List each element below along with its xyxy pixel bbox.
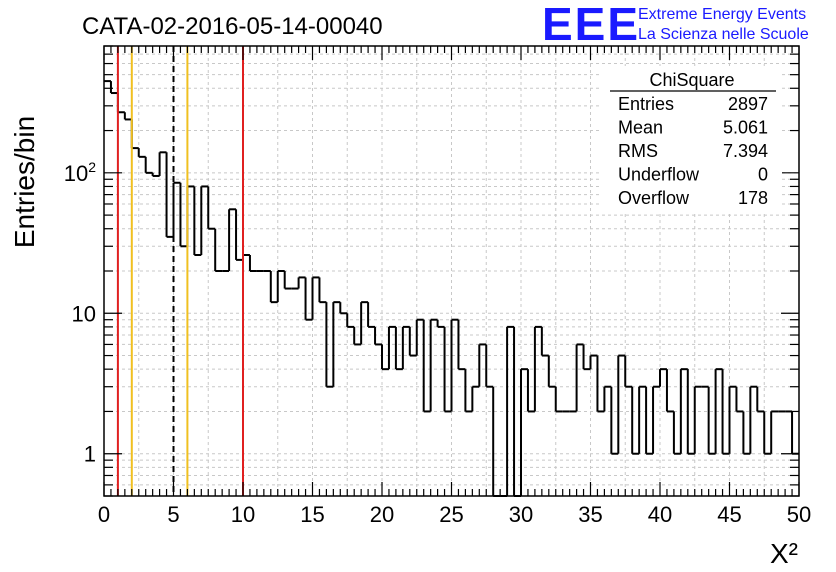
x-tick-label: 35 — [578, 502, 602, 527]
x-tick-label: 20 — [370, 502, 394, 527]
stats-row-value: 5.061 — [723, 118, 768, 138]
stats-row-label: Overflow — [618, 188, 690, 208]
y-tick-label: 102 — [64, 159, 96, 186]
y-axis-title: Entries/bin — [9, 116, 40, 248]
x-tick-label: 15 — [300, 502, 324, 527]
y-tick-labels: 1 10 102 — [64, 159, 96, 467]
stats-row-label: Underflow — [618, 165, 700, 185]
stats-box: ChiSquare Entries 2897 Mean 5.061 RMS 7.394 Un… — [600, 66, 782, 214]
stats-row-value: 2897 — [728, 94, 768, 114]
x-tick-labels: 0 5 10 15 20 25 30 35 40 45 50 — [98, 502, 811, 527]
stats-title: ChiSquare — [649, 70, 734, 90]
stats-rows: Entries 2897 Mean 5.061 RMS 7.394 Underflow 0 Ov… — [618, 94, 768, 208]
stats-row-value: 178 — [738, 188, 768, 208]
x-tick-label: 40 — [648, 502, 672, 527]
grid — [104, 46, 799, 496]
stats-row-label: Entries — [618, 94, 674, 114]
y-tick-label: 10 — [72, 301, 96, 326]
x-tick-label: 5 — [167, 502, 179, 527]
stats-row-value: 0 — [758, 165, 768, 185]
x-tick-label: 0 — [98, 502, 110, 527]
reference-lines — [116, 46, 244, 496]
stats-row-label: RMS — [618, 141, 658, 161]
stats-row-value: 7.394 — [723, 141, 768, 161]
logo-text: EEE — [542, 0, 640, 50]
brand-line-1: Extreme Energy Events — [638, 6, 806, 23]
axis-ticks — [103, 45, 800, 497]
x-tick-label: 10 — [231, 502, 255, 527]
eee-logo: EEE Extreme Energy Events La Scienza nel… — [542, 0, 809, 50]
brand-line-2: La Scienza nelle Scuole — [638, 26, 809, 43]
x-tick-label: 25 — [439, 502, 463, 527]
x-axis-title: X² — [770, 538, 798, 569]
y-tick-label: 1 — [84, 442, 96, 467]
chart-title: CATA-02-2016-05-14-00040 — [82, 13, 383, 40]
x-tick-label: 45 — [717, 502, 741, 527]
stats-row-label: Mean — [618, 118, 663, 138]
x-tick-label: 30 — [509, 502, 533, 527]
x-tick-label: 50 — [787, 502, 811, 527]
